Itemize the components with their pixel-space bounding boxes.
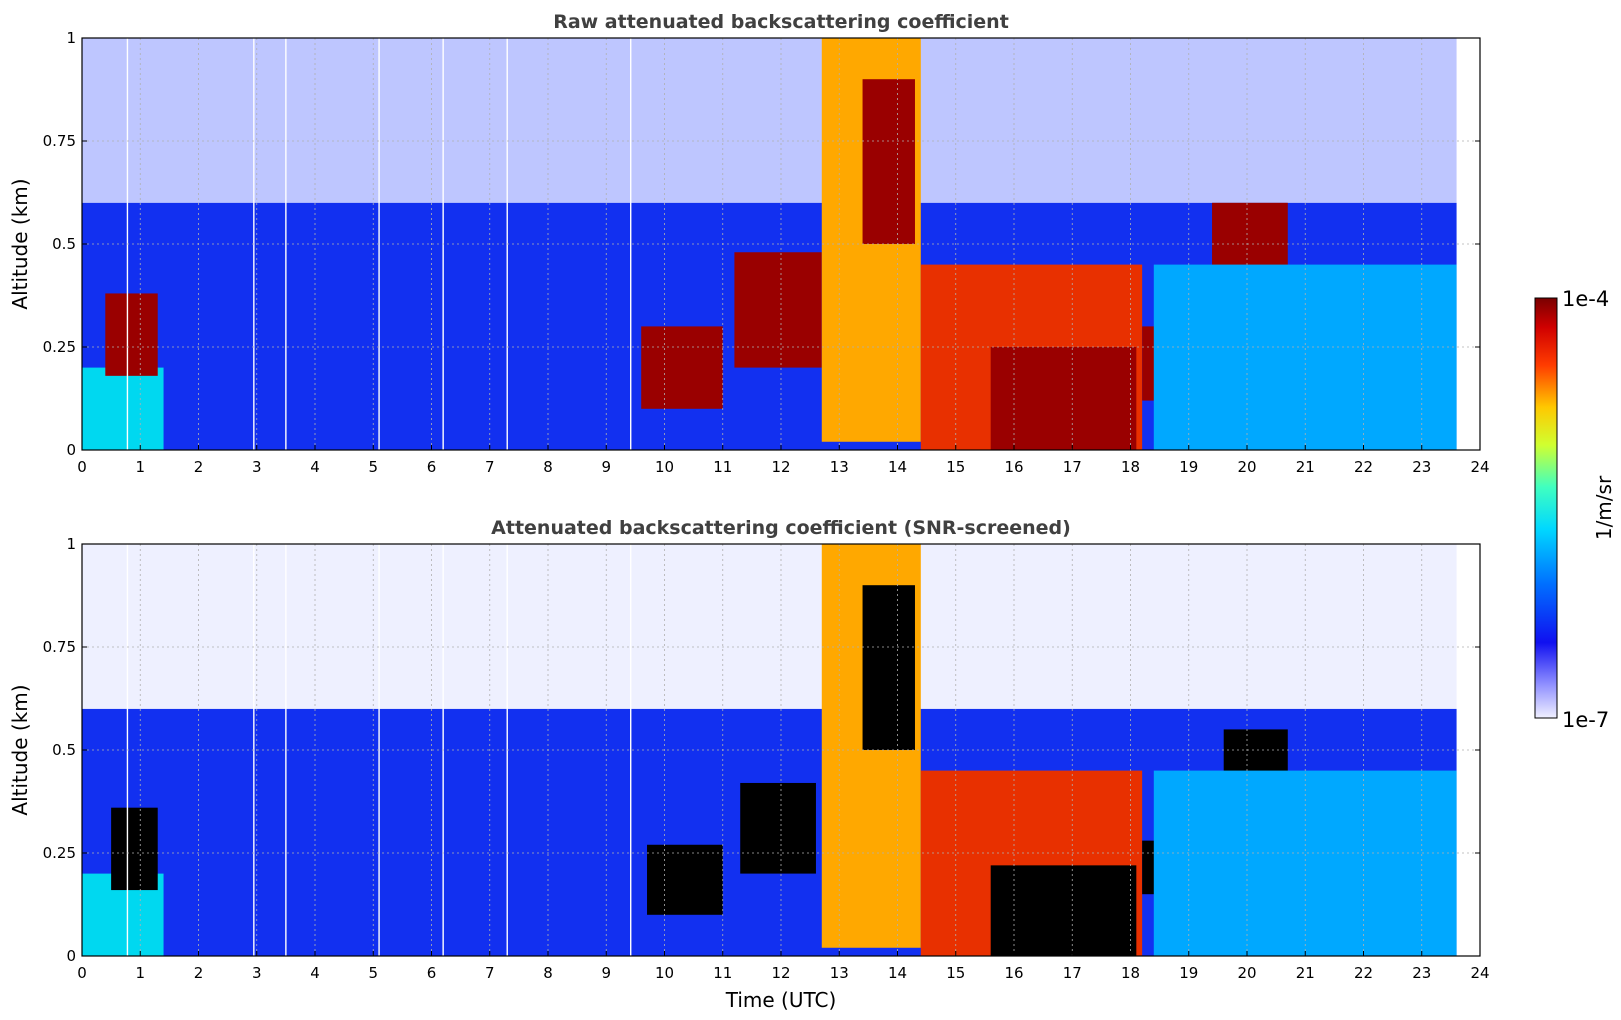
y-tick-label: 0.5 xyxy=(52,741,76,759)
heatmap-cell xyxy=(1153,264,1457,450)
x-tick-label: 10 xyxy=(655,964,674,982)
noise-layer xyxy=(82,38,1457,203)
x-tick-label: 18 xyxy=(1121,964,1140,982)
heatmap-cell xyxy=(990,347,1137,450)
heatmap-cell xyxy=(105,293,158,376)
x-tick-label: 4 xyxy=(310,458,320,476)
x-tick-label: 2 xyxy=(194,964,204,982)
x-tick-label: 22 xyxy=(1354,964,1373,982)
x-axis-label: Time (UTC) xyxy=(725,988,837,1012)
x-tick-label: 7 xyxy=(485,964,495,982)
panel-screened: Attenuated backscattering coefficient (S… xyxy=(8,517,1490,1012)
x-tick-label: 6 xyxy=(427,458,437,476)
heatmap-layers xyxy=(82,544,1480,956)
y-tick-label: 0.25 xyxy=(43,844,76,862)
heatmap-cell xyxy=(990,865,1137,956)
heatmap-cell xyxy=(1153,770,1457,956)
grid xyxy=(82,544,1480,956)
x-tick-label: 14 xyxy=(888,458,907,476)
x-tick-label: 19 xyxy=(1179,964,1198,982)
colorbar: 1e-4 1e-7 1/m/sr xyxy=(1534,287,1616,732)
x-tick-label: 23 xyxy=(1412,458,1431,476)
x-tick-label: 24 xyxy=(1470,458,1489,476)
x-tick-label: 12 xyxy=(771,964,790,982)
x-tick-label: 11 xyxy=(713,458,732,476)
x-tick-label: 5 xyxy=(368,458,378,476)
grid xyxy=(82,38,1480,450)
x-tick-label: 11 xyxy=(713,964,732,982)
y-tick-label: 0 xyxy=(66,947,76,965)
x-tick-label: 13 xyxy=(830,964,849,982)
y-tick-label: 0.75 xyxy=(43,638,76,656)
heatmap-cell xyxy=(111,807,158,891)
y-axis-ticks: 0 0.25 0.5 0.75 1 xyxy=(43,29,1480,459)
y-tick-label: 0.25 xyxy=(43,338,76,356)
y-tick-label: 0.5 xyxy=(52,235,76,253)
x-tick-label: 10 xyxy=(655,458,674,476)
panel-raw: Raw attenuated backscattering coefficien… xyxy=(8,11,1490,476)
noise-layer xyxy=(82,544,1457,709)
chart-title: Attenuated backscattering coefficient (S… xyxy=(491,517,1071,539)
x-tick-label: 16 xyxy=(1004,964,1023,982)
x-tick-label: 8 xyxy=(543,458,553,476)
chart-title: Raw attenuated backscattering coefficien… xyxy=(553,11,1009,33)
heatmap-cell xyxy=(862,585,915,750)
x-tick-label: 1 xyxy=(135,964,145,982)
x-tick-label: 6 xyxy=(427,964,437,982)
x-tick-label: 19 xyxy=(1179,458,1198,476)
y-tick-label: 0.75 xyxy=(43,132,76,150)
x-tick-label: 21 xyxy=(1296,458,1315,476)
x-axis-ticks: 0 1 2 3 4 5 6 7 8 9 10 11 12 13 14 15 16 17 18 19 20 21 22 23 24 xyxy=(77,951,1490,982)
x-tick-label: 15 xyxy=(946,458,965,476)
heatmap-cell xyxy=(740,782,816,874)
y-axis-label: Altitude (km) xyxy=(8,178,32,309)
x-tick-label: 0 xyxy=(77,964,87,982)
colorbar-scale xyxy=(1534,297,1558,719)
x-tick-label: 14 xyxy=(888,964,907,982)
x-tick-label: 5 xyxy=(368,964,378,982)
x-tick-label: 22 xyxy=(1354,458,1373,476)
heatmap-cell xyxy=(734,252,822,368)
x-tick-label: 3 xyxy=(252,964,262,982)
y-axis-ticks: 0 0.25 0.5 0.75 1 xyxy=(43,535,1480,965)
y-tick-label: 1 xyxy=(66,29,76,47)
x-tick-label: 7 xyxy=(485,458,495,476)
heatmap-cell xyxy=(647,844,723,915)
x-tick-label: 21 xyxy=(1296,964,1315,982)
heatmap-cell xyxy=(862,79,915,244)
x-tick-label: 13 xyxy=(830,458,849,476)
x-tick-label: 3 xyxy=(252,458,262,476)
y-tick-label: 0 xyxy=(66,441,76,459)
x-tick-label: 9 xyxy=(601,964,611,982)
x-tick-label: 9 xyxy=(601,458,611,476)
y-axis-label: Altitude (km) xyxy=(8,684,32,815)
x-tick-label: 17 xyxy=(1063,964,1082,982)
x-axis-ticks: 0 1 2 3 4 5 6 7 8 9 10 11 12 13 14 15 16 17 18 19 20 21 22 23 24 xyxy=(77,445,1490,476)
y-tick-label: 1 xyxy=(66,535,76,553)
x-tick-label: 2 xyxy=(194,458,204,476)
colorbar-unit-label: 1/m/sr xyxy=(1592,475,1616,540)
colorbar-min-label: 1e-7 xyxy=(1562,708,1609,732)
x-tick-label: 12 xyxy=(771,458,790,476)
x-tick-label: 23 xyxy=(1412,964,1431,982)
x-tick-label: 18 xyxy=(1121,458,1140,476)
x-tick-label: 24 xyxy=(1470,964,1489,982)
heatmap-cell xyxy=(82,367,164,450)
heatmap-cell xyxy=(641,326,723,409)
x-tick-label: 4 xyxy=(310,964,320,982)
x-tick-label: 16 xyxy=(1004,458,1023,476)
x-tick-label: 8 xyxy=(543,964,553,982)
colorbar-max-label: 1e-4 xyxy=(1562,287,1609,311)
x-tick-label: 20 xyxy=(1237,964,1256,982)
x-tick-label: 15 xyxy=(946,964,965,982)
x-tick-label: 0 xyxy=(77,458,87,476)
x-tick-label: 20 xyxy=(1237,458,1256,476)
x-tick-label: 17 xyxy=(1063,458,1082,476)
x-tick-label: 1 xyxy=(135,458,145,476)
